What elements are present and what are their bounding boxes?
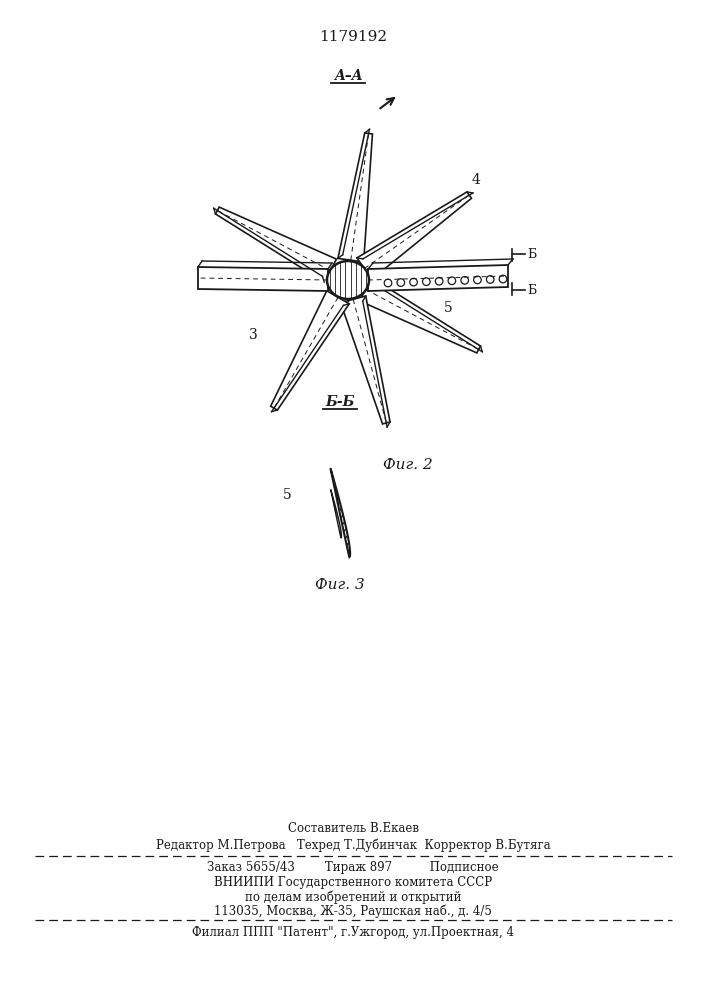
- Text: Б-Б: Б-Б: [325, 395, 355, 409]
- Text: 113035, Москва, Ж-35, Раушская наб., д. 4/5: 113035, Москва, Ж-35, Раушская наб., д. …: [214, 904, 492, 918]
- Text: 3: 3: [249, 328, 257, 342]
- Polygon shape: [216, 207, 337, 282]
- Text: Филиал ППП "Патент", г.Ужгород, ул.Проектная, 4: Филиал ППП "Патент", г.Ужгород, ул.Проек…: [192, 926, 514, 939]
- Text: 5: 5: [284, 488, 292, 502]
- Polygon shape: [357, 192, 472, 279]
- Text: A–A: A–A: [334, 69, 362, 83]
- Text: Заказ 5655/43        Тираж 897          Подписное: Заказ 5655/43 Тираж 897 Подписное: [207, 861, 499, 874]
- Text: по делам изобретений и открытий: по делам изобретений и открытий: [245, 890, 461, 904]
- Polygon shape: [271, 291, 349, 410]
- Text: Составитель В.Екаев: Составитель В.Екаев: [288, 822, 419, 835]
- Polygon shape: [341, 296, 390, 424]
- Text: 1179192: 1179192: [319, 30, 387, 44]
- Text: 5: 5: [443, 301, 452, 315]
- Text: 4: 4: [472, 173, 481, 187]
- Polygon shape: [331, 490, 341, 538]
- Text: Редактор М.Петрова   Техред Т.Дубинчак  Корректор В.Бутяга: Редактор М.Петрова Техред Т.Дубинчак Кор…: [156, 839, 550, 852]
- Polygon shape: [360, 278, 481, 353]
- Text: Фиг. 3: Фиг. 3: [315, 578, 365, 592]
- Text: Б: Б: [527, 284, 536, 296]
- Text: Б: Б: [527, 247, 536, 260]
- Polygon shape: [338, 133, 373, 262]
- Ellipse shape: [327, 261, 369, 299]
- Text: ВНИИПИ Государственного комитета СССР: ВНИИПИ Государственного комитета СССР: [214, 876, 492, 889]
- Polygon shape: [198, 267, 328, 291]
- Text: Фиг. 2: Фиг. 2: [383, 458, 433, 472]
- Polygon shape: [368, 265, 508, 291]
